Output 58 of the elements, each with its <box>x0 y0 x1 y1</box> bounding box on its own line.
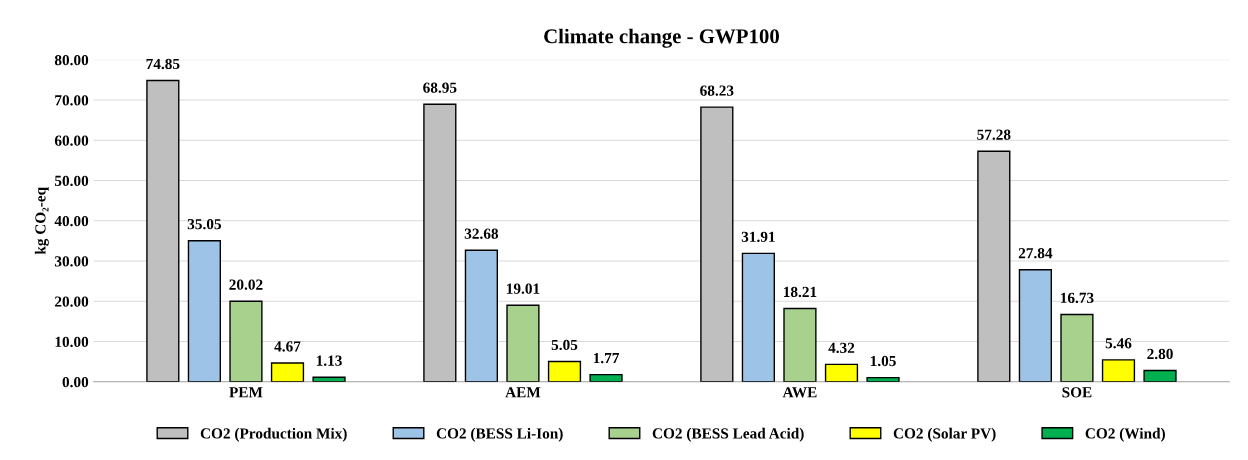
x-tick-label: SOE <box>1062 387 1092 398</box>
data-label: 57.28 <box>977 129 1011 140</box>
data-label: 4.67 <box>274 341 301 352</box>
bar <box>589 373 623 382</box>
y-tick-label: 70.00 <box>55 95 89 106</box>
bar <box>506 304 540 382</box>
data-label: 2.80 <box>1147 348 1173 360</box>
y-tick-label: 50.00 <box>54 175 89 187</box>
legend-label: CO2 (BESS Li-Ion) <box>436 427 563 442</box>
data-label: 27.84 <box>1018 248 1053 259</box>
y-axis-title: kg CO₂-eq <box>34 187 49 255</box>
x-tick-label: AWE <box>782 387 817 398</box>
data-label: 20.02 <box>229 279 263 290</box>
bar <box>1018 269 1053 382</box>
bar <box>1143 369 1177 382</box>
bar <box>146 79 180 382</box>
x-tick-label: PEM <box>229 387 263 398</box>
data-label: 1.05 <box>870 355 896 367</box>
bar <box>1101 359 1136 382</box>
data-label: 68.23 <box>700 85 734 96</box>
bar <box>977 150 1011 382</box>
y-tick-label: 80.00 <box>54 54 89 66</box>
legend-label: CO2 (BESS Lead Acid) <box>652 427 804 442</box>
data-label: 68.95 <box>423 82 457 93</box>
chart-title: Climate change - GWP100 <box>544 28 779 48</box>
bar <box>464 249 499 382</box>
data-label: 4.32 <box>828 342 855 354</box>
data-label: 32.68 <box>464 228 499 239</box>
data-label: 16.73 <box>1060 292 1094 304</box>
data-label: 1.13 <box>316 355 342 366</box>
y-tick-label: 0.00 <box>62 376 89 388</box>
data-label: 5.46 <box>1105 338 1132 349</box>
data-label: 35.05 <box>187 218 222 230</box>
legend-label: CO2 (Wind) <box>1085 427 1165 442</box>
data-label: 18.21 <box>783 286 817 298</box>
y-tick-label: 30.00 <box>54 256 89 267</box>
bar <box>1060 313 1094 382</box>
bar <box>547 360 582 382</box>
bar <box>229 300 263 382</box>
x-tick-label: AEM <box>505 387 541 398</box>
data-label: 31.91 <box>741 231 775 242</box>
bar <box>423 103 457 382</box>
bar <box>187 240 222 382</box>
legend-label: CO2 (Production Mix) <box>200 427 347 442</box>
data-label: 1.77 <box>593 353 620 364</box>
bar <box>783 307 817 382</box>
data-label: 74.85 <box>146 58 180 70</box>
bar <box>700 106 734 382</box>
bar <box>824 363 859 382</box>
y-tick-label: 40.00 <box>54 215 89 227</box>
bar <box>270 362 305 382</box>
bar <box>741 252 776 382</box>
y-tick-label: 20.00 <box>55 296 89 307</box>
data-label: 5.05 <box>551 339 578 351</box>
legend-label: CO2 (Solar PV) <box>893 427 996 442</box>
y-tick-label: 10.00 <box>55 336 89 348</box>
data-label: 19.01 <box>506 283 540 294</box>
y-tick-label: 60.00 <box>54 135 89 146</box>
